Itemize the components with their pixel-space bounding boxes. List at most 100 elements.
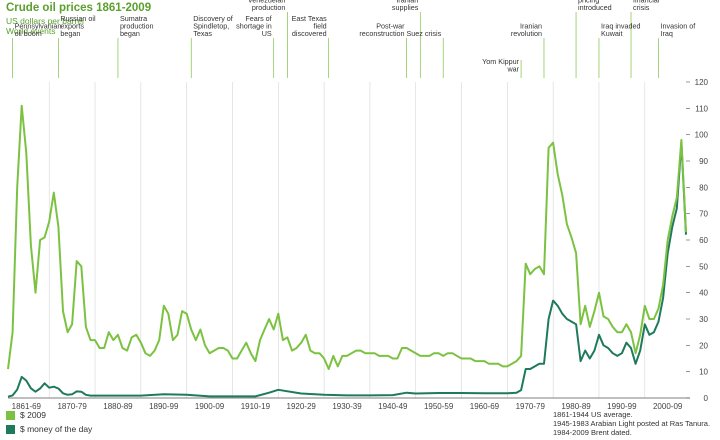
event-label-line: Iraq invaded (601, 22, 641, 31)
event-label-line: began (120, 29, 140, 38)
event-label: Discovery of Spindletop, Texas (193, 14, 233, 38)
event-label-line: reconstruction (359, 29, 404, 38)
event-label-line: Kuwait (601, 29, 623, 38)
x-tick-label: 1950-59 (424, 402, 454, 411)
legend-swatch-real (6, 410, 15, 420)
event-label-line: pricing (578, 0, 599, 5)
event-label-line: Iranian (520, 22, 542, 31)
event-label-line: East Texas (292, 14, 327, 23)
event-label-line: field (313, 22, 326, 31)
legend-label-nominal: $ money of the day (20, 424, 93, 434)
event-label-line: US (262, 29, 272, 38)
event-label-line: Invasion of (661, 22, 696, 31)
y-tick-label: 30 (699, 315, 708, 324)
x-tick-label: 1920-29 (287, 402, 317, 411)
note-line: 1984-2009 Brent dated. (553, 428, 632, 437)
y-tick-label: 70 (699, 210, 708, 219)
event-label-line: exports (60, 22, 84, 31)
event-label-line: Venezuelan (248, 0, 286, 5)
event-label-line: Post-war (376, 22, 405, 31)
x-tick-label: 1930-39 (332, 402, 362, 411)
legend-item-nominal: $ money of the day (6, 424, 92, 434)
event-label-line: Iraq (661, 29, 673, 38)
axes: 0 10 20 30 40 50 60 70 80 90 100 110 120 1861-69 1870-… (8, 78, 709, 411)
event-label-line: war (506, 65, 519, 74)
event-label-line: Texas (193, 29, 212, 38)
y-tick-label: 120 (695, 78, 709, 87)
x-tick-label: 1960-69 (470, 402, 500, 411)
chart-subtitle-events: World events (6, 26, 56, 36)
x-tick-label: 1940-49 (378, 402, 408, 411)
event-label-line: production (120, 22, 154, 31)
y-tick-label: 60 (699, 236, 708, 245)
event-label-line: Sumatra (120, 14, 147, 23)
event-label-line: Discovery of (193, 14, 233, 23)
event-label-line: crisis (633, 3, 650, 12)
series-line (7, 104, 687, 370)
chart-title: Crude oil prices 1861-2009 (6, 2, 152, 14)
event-label: Russian oil exports began (60, 14, 96, 38)
event-label-line: revolution (511, 29, 542, 38)
x-tick-label: 1910-19 (241, 402, 271, 411)
event-label: Iranian revolution (511, 22, 542, 39)
event-label: Growth ofVenezuelanproduction (248, 0, 286, 12)
event-label-line: Suez crisis (406, 29, 441, 38)
x-tick-label: 1870-79 (57, 402, 87, 411)
y-tick-label: 90 (699, 157, 708, 166)
note-line: 1945-1983 Arabian Light posted at Ras Ta… (553, 419, 711, 428)
event-label-line: oil boom (15, 29, 42, 38)
event-label: Pennsylvanian oil boom (15, 22, 62, 39)
event-label: Suez crisis (406, 29, 441, 38)
event-label: Loss ofIraniansupplies (392, 0, 419, 12)
event-label: Yom Kippur war (482, 57, 520, 74)
y-tick-label: 50 (699, 262, 708, 271)
event-label-line: Fears of (245, 14, 271, 23)
y-tick-label: 20 (699, 341, 708, 350)
y-tick-label: 80 (699, 183, 708, 192)
legend-swatch-nominal (6, 424, 15, 434)
x-tick-label: 1890-99 (149, 402, 179, 411)
event-label-line: production (252, 3, 286, 12)
event-label: East Texas field discovered (292, 14, 327, 38)
note-line: 1861-1944 US average. (553, 410, 633, 419)
event-label-line: shortage in (236, 22, 272, 31)
event-label: Post-war reconstruction (359, 22, 405, 39)
event-label: Iraq invaded Kuwait (601, 22, 641, 39)
event-label-line: financial (633, 0, 660, 5)
event-label: Netbackpricingintroduced (578, 0, 612, 12)
source-notes: 1861-1944 US average. 1945-1983 Arabian … (553, 410, 710, 437)
decade-gridlines (48, 82, 646, 398)
x-tick-label: 1861-69 (12, 402, 42, 411)
event-label-line: began (60, 29, 80, 38)
series-line (7, 141, 687, 398)
event-lines (12, 12, 659, 78)
event-label-line: supplies (392, 3, 419, 12)
legend-item-real: $ 2009 (6, 410, 46, 420)
y-tick-label: 110 (695, 104, 708, 113)
x-tick-label: 1990-99 (607, 402, 637, 411)
event-label-line: Pennsylvanian (15, 22, 62, 31)
y-tick-label: 40 (699, 289, 708, 298)
price-series (7, 104, 687, 398)
chart-subtitle-units: US dollars per barrel (6, 16, 84, 26)
x-tick-label: 1880-89 (103, 402, 133, 411)
event-label-line: Iranian (396, 0, 418, 5)
x-tick-label: 2000-09 (653, 402, 683, 411)
y-tick-label: 100 (695, 131, 709, 140)
event-label-line: discovered (292, 29, 327, 38)
legend-label-real: $ 2009 (20, 410, 46, 420)
event-label: Fears of shortage in US (236, 14, 272, 38)
y-tick-label: 0 (704, 394, 709, 403)
event-label: Invasion of Iraq (661, 22, 696, 39)
x-tick-label: 1900-09 (195, 402, 225, 411)
event-label-line: introduced (578, 3, 612, 12)
x-tick-label: 1980-89 (561, 402, 591, 411)
event-label: Sumatra production began (120, 14, 154, 38)
event-label-line: Spindletop, (193, 22, 229, 31)
y-tick-label: 10 (699, 368, 708, 377)
event-label-line: Yom Kippur (482, 57, 519, 66)
event-label-line: Russian oil (60, 14, 96, 23)
event-label: Asianfinancialcrisis (633, 0, 660, 12)
